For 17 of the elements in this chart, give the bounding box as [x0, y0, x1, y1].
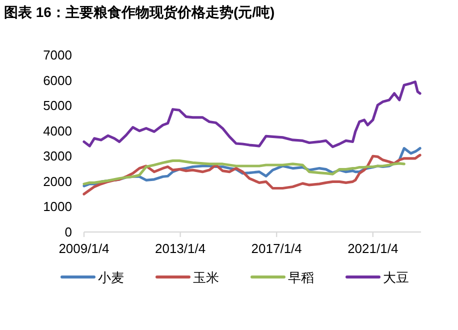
y-tick-label: 5000 [43, 98, 72, 114]
legend-label: 玉米 [193, 270, 219, 285]
legend-label: 早稻 [288, 270, 314, 285]
y-tick-label: 6000 [43, 72, 72, 88]
x-tick-label: 2017/1/4 [251, 241, 302, 256]
x-tick-label: 2021/1/4 [348, 241, 398, 256]
y-tick-label: 4000 [43, 123, 72, 138]
legend-label: 小麦 [98, 270, 124, 285]
y-tick-label: 3000 [43, 148, 72, 164]
x-tick-label: 2013/1/4 [154, 241, 206, 256]
y-tick-label: 0 [64, 224, 72, 240]
chart-title: 图表 16：主要粮食作物现货价格走势(元/吨) [4, 4, 275, 20]
legend-label: 大豆 [383, 270, 409, 285]
y-tick-label: 7000 [43, 48, 72, 62]
y-tick-label: 2000 [43, 174, 72, 189]
x-tick-label: 2009/1/4 [58, 241, 110, 256]
y-tick-label: 1000 [43, 199, 72, 214]
